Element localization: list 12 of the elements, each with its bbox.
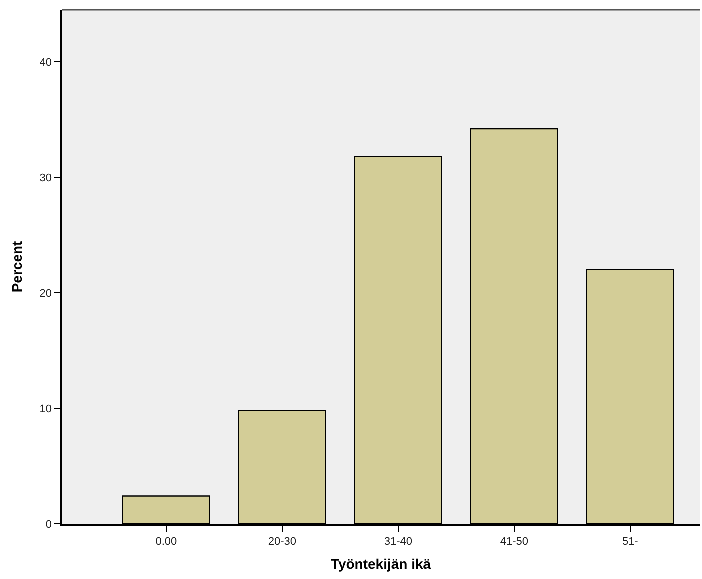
x-tick-label: 20-30 bbox=[268, 536, 296, 548]
y-tick-label: 40 bbox=[40, 56, 52, 69]
y-tick-label: 0 bbox=[46, 518, 52, 531]
y-tick-label: 20 bbox=[40, 288, 52, 300]
y-tick-label: 10 bbox=[40, 403, 52, 416]
x-axis-title: Työntekijän ikä bbox=[330, 556, 432, 572]
x-tick-label: 41-50 bbox=[500, 536, 528, 548]
y-tick-label: 30 bbox=[40, 172, 52, 184]
y-axis-title: Percent bbox=[8, 240, 25, 293]
x-tick-label: 0.00 bbox=[156, 536, 178, 548]
x-tick-label: 51- bbox=[622, 536, 639, 548]
x-tick-label: 31-40 bbox=[384, 536, 412, 548]
